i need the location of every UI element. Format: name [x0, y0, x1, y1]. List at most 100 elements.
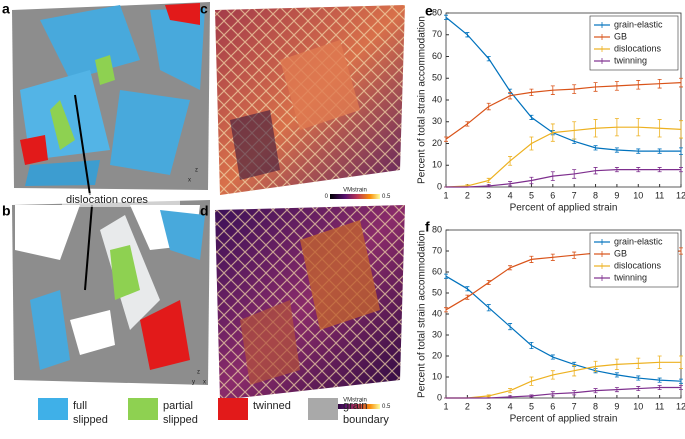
annotation: dislocation cores — [66, 194, 148, 206]
legend-label: full — [73, 400, 87, 412]
x-tick-label: 11 — [655, 401, 664, 411]
x-axis-label: Percent of applied strain — [510, 203, 618, 214]
triad-label: y — [192, 380, 195, 386]
triad-label: x — [188, 178, 191, 184]
error-bar — [572, 121, 577, 140]
error-bar — [636, 167, 641, 173]
legend-swatch — [218, 398, 248, 420]
x-tick-label: 6 — [550, 190, 555, 200]
legend-label: grain — [343, 400, 367, 412]
error-bar — [636, 375, 641, 381]
x-tick-label: 9 — [614, 401, 619, 411]
colorbar — [330, 404, 380, 409]
error-bar — [529, 341, 534, 350]
error-bar — [679, 167, 683, 173]
arrow — [74, 94, 91, 196]
legend-label: partial — [163, 400, 193, 412]
legend-label: grain-elastic — [614, 19, 663, 29]
error-bar — [529, 136, 534, 151]
error-bar — [529, 255, 534, 263]
legend-label: dislocations — [614, 260, 662, 270]
error-bar — [614, 118, 619, 137]
x-tick-label: 5 — [529, 190, 534, 200]
error-bar — [508, 323, 513, 331]
error-bar — [572, 169, 577, 179]
error-bar — [508, 91, 513, 100]
x-tick-label: 12 — [676, 401, 685, 411]
x-axis-label: Percent of applied strain — [510, 414, 618, 425]
x-tick-label: 4 — [508, 401, 513, 411]
y-tick-label: 20 — [432, 138, 442, 148]
error-bar — [657, 119, 662, 138]
series-line — [446, 169, 681, 188]
error-bar — [550, 391, 555, 397]
panel-label: b — [2, 203, 11, 219]
error-bar — [593, 119, 598, 138]
y-tick-label: 30 — [432, 329, 442, 339]
panel-b-image — [12, 200, 210, 385]
colorbar — [330, 194, 380, 199]
error-bar — [593, 388, 598, 394]
error-bar — [572, 251, 577, 259]
triad-label: x — [203, 380, 206, 386]
error-bar — [679, 355, 683, 369]
error-bar — [679, 147, 683, 155]
error-bar — [465, 286, 470, 292]
error-bar — [679, 385, 683, 390]
x-tick-label: 3 — [486, 190, 491, 200]
error-bar — [679, 247, 683, 255]
y-tick-label: 60 — [432, 266, 442, 276]
error-bar — [486, 56, 491, 62]
error-bar — [636, 80, 641, 90]
error-bar — [508, 388, 513, 394]
x-tick-label: 1 — [443, 401, 448, 411]
error-bar — [657, 78, 662, 89]
x-tick-label: 7 — [572, 401, 577, 411]
error-bar — [486, 102, 491, 111]
error-bar — [679, 120, 683, 139]
error-bar — [550, 85, 555, 95]
error-bar — [572, 84, 577, 94]
panel-label: d — [200, 203, 209, 219]
legend-label: twinning — [614, 272, 647, 282]
legend-swatch — [128, 398, 158, 420]
error-bar — [529, 176, 534, 185]
error-bar — [614, 167, 619, 173]
y-tick-label: 60 — [432, 51, 442, 61]
x-tick-label: 8 — [593, 401, 598, 411]
error-bar — [486, 177, 491, 184]
error-bar — [657, 385, 662, 390]
error-bar — [465, 294, 470, 300]
legend-swatch — [308, 398, 338, 420]
error-bar — [572, 390, 577, 396]
error-bar — [657, 377, 662, 383]
legend-label: boundary — [343, 414, 389, 426]
colorbar-label: 0.5 — [382, 404, 391, 410]
panel-label: a — [2, 1, 10, 17]
y-tick-label: 10 — [432, 371, 442, 381]
legend-label: twinning — [614, 55, 647, 65]
y-tick-label: 40 — [432, 308, 442, 318]
x-tick-label: 2 — [465, 401, 470, 411]
legend-label: slipped — [73, 414, 108, 426]
legend-label: slipped — [163, 414, 198, 426]
series-line — [446, 361, 681, 399]
error-bar — [636, 386, 641, 392]
legend-label: grain-elastic — [614, 236, 663, 246]
error-bar — [508, 156, 513, 166]
error-bar — [593, 82, 598, 92]
error-bar — [636, 148, 641, 154]
y-tick-label: 20 — [432, 350, 442, 360]
y-tick-label: 10 — [432, 160, 442, 170]
x-tick-label: 8 — [593, 190, 598, 200]
error-bar — [593, 145, 598, 151]
arrow — [84, 204, 93, 291]
error-bar — [614, 81, 619, 91]
x-tick-label: 6 — [550, 401, 555, 411]
error-bar — [636, 357, 641, 369]
y-tick-label: 30 — [432, 116, 442, 126]
x-tick-label: 9 — [614, 190, 619, 200]
error-bar — [486, 304, 491, 312]
y-tick-label: 40 — [432, 94, 442, 104]
